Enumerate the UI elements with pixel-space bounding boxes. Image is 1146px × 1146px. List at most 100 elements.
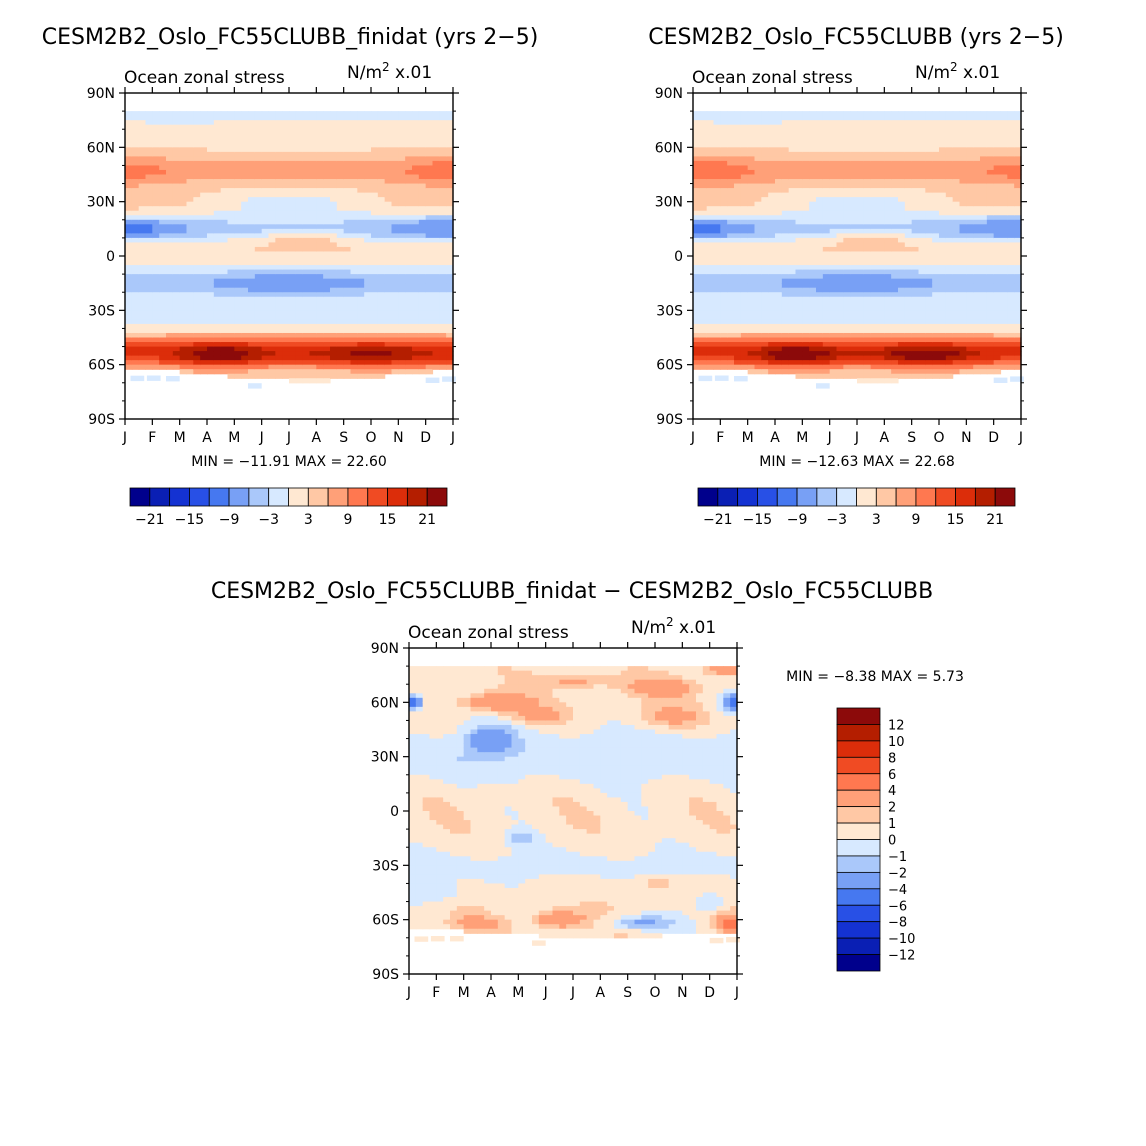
heatmap-cell — [336, 228, 345, 234]
heatmap-cell — [816, 283, 824, 289]
heatmap-cell — [693, 246, 701, 253]
heatmap-cell — [207, 169, 215, 176]
heatmap-cell — [918, 355, 926, 361]
heatmap-cell — [186, 328, 194, 334]
heatmap-cell — [747, 215, 756, 221]
heatmap-cell — [898, 124, 906, 130]
heatmap-cell — [131, 269, 140, 275]
heatmap-cell — [822, 301, 831, 307]
heatmap-cell — [857, 360, 865, 366]
heatmap-cell — [159, 269, 167, 275]
heatmap-cell — [706, 278, 715, 284]
heatmap-cell — [918, 210, 926, 216]
heatmap-cell — [295, 278, 304, 284]
heatmap-cell — [911, 373, 920, 379]
heatmap-cell — [289, 301, 297, 307]
heatmap-cell — [152, 192, 160, 198]
heatmap-cell — [816, 292, 824, 298]
heatmap-cell — [898, 179, 906, 185]
heatmap-cell — [857, 228, 865, 234]
heatmap-cell — [275, 301, 283, 307]
heatmap-cell — [706, 174, 715, 180]
heatmap-cell — [200, 292, 208, 298]
heatmap-cell — [193, 292, 201, 298]
heatmap-cell — [145, 287, 153, 293]
heatmap-cell — [138, 332, 147, 339]
heatmap-cell — [891, 201, 899, 207]
heatmap-cell — [330, 201, 338, 207]
heatmap-cell — [138, 233, 147, 239]
heatmap-cell — [152, 287, 160, 293]
heatmap-cell — [432, 364, 440, 370]
heatmap-cell — [384, 192, 393, 198]
heatmap-cell — [193, 265, 201, 271]
heatmap-cell — [398, 129, 406, 135]
heatmap-cell — [918, 314, 926, 320]
heatmap-cell — [207, 151, 215, 157]
heatmap-cell — [904, 147, 913, 153]
heatmap-cell — [316, 174, 324, 180]
heatmap-cell — [207, 197, 215, 203]
heatmap-cell — [425, 156, 434, 162]
heatmap-cell — [884, 147, 892, 153]
heatmap-cell — [761, 156, 769, 162]
heatmap-cell — [446, 292, 454, 298]
heatmap-cell — [713, 174, 721, 180]
heatmap-cell — [870, 360, 879, 366]
heatmap-cell — [727, 323, 735, 330]
heatmap-cell — [446, 260, 454, 266]
heatmap-cell — [241, 210, 249, 216]
heatmap-cell — [754, 215, 762, 221]
heatmap-cell — [795, 169, 803, 176]
heatmap-cell — [125, 138, 133, 144]
heatmap-cell — [268, 165, 276, 171]
heatmap-cell — [357, 342, 365, 348]
heatmap-cell — [884, 192, 892, 198]
heatmap-cell — [289, 160, 297, 167]
heatmap-cell — [220, 129, 229, 135]
heatmap-cell — [706, 201, 715, 207]
heatmap-cell — [213, 210, 222, 216]
heatmap-cell — [932, 183, 940, 189]
heatmap-cell — [857, 242, 865, 248]
heatmap-cell — [809, 156, 817, 162]
heatmap-cell — [241, 346, 249, 352]
heatmap-cell — [446, 355, 454, 361]
heatmap-cell — [891, 174, 899, 180]
heatmap-cell — [809, 147, 817, 153]
heatmap-cell — [227, 233, 235, 239]
heatmap-cell — [220, 351, 229, 357]
heatmap-cell — [220, 179, 229, 185]
heatmap-cell — [898, 332, 906, 339]
heatmap-cell — [357, 328, 365, 334]
heatmap-cell — [179, 160, 188, 167]
heatmap-cell — [720, 301, 728, 307]
heatmap-cell — [172, 115, 181, 121]
heatmap-cell — [282, 355, 290, 361]
heatmap-cell — [282, 373, 290, 379]
heatmap-cell — [891, 373, 899, 379]
heatmap-cell — [371, 192, 379, 198]
heatmap-cell — [172, 251, 181, 257]
heatmap-cell — [336, 115, 345, 121]
heatmap-cell — [234, 355, 242, 361]
heatmap-cell — [781, 260, 790, 266]
heatmap-cell — [788, 342, 797, 348]
heatmap-cell — [857, 296, 865, 302]
heatmap-cell — [343, 156, 352, 162]
heatmap-cell — [761, 160, 769, 167]
heatmap-cell — [152, 138, 160, 144]
heatmap-cell — [268, 188, 276, 194]
heatmap-cell — [857, 278, 865, 284]
heatmap-cell — [863, 210, 872, 216]
heatmap-cell — [131, 156, 140, 162]
heatmap-cell — [727, 115, 735, 121]
heatmap-cell — [343, 256, 352, 262]
heatmap-cell — [138, 120, 147, 126]
heatmap-cell — [405, 369, 413, 375]
heatmap-cell — [747, 287, 756, 293]
heatmap-cell — [884, 179, 892, 185]
heatmap-cell — [213, 265, 222, 271]
heatmap-cell — [693, 115, 701, 121]
heatmap-cell — [857, 210, 865, 216]
